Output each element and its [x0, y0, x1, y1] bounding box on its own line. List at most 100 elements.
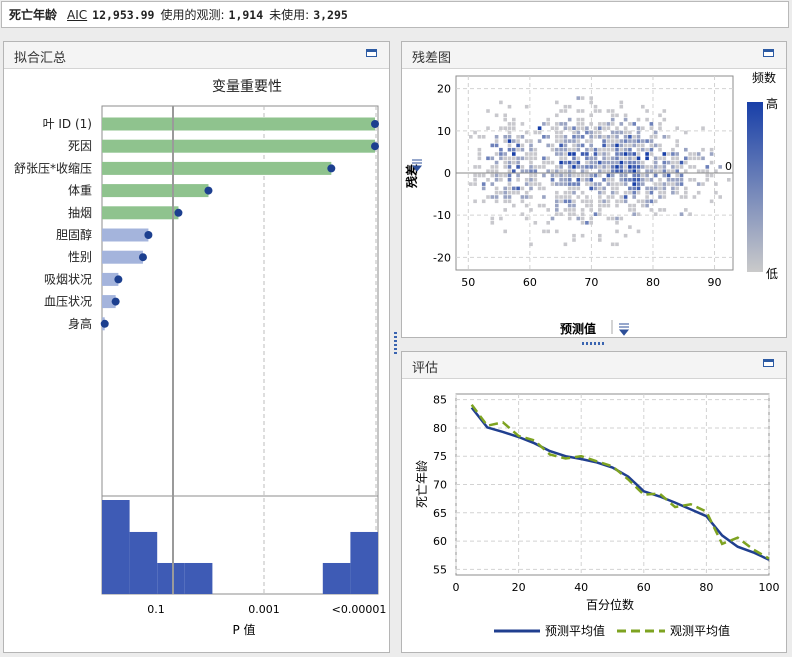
residual-bin	[606, 152, 611, 156]
residual-bin	[576, 160, 581, 165]
legend-low: 低	[766, 267, 778, 281]
residual-bin	[520, 169, 525, 173]
residual-bin	[615, 199, 619, 204]
importance-bar	[102, 117, 375, 131]
residual-bin	[512, 152, 516, 156]
residual-bin	[718, 195, 722, 199]
residual-bin	[572, 182, 576, 186]
residual-bin	[567, 152, 572, 156]
residual-bin	[559, 178, 563, 182]
residual-bin	[671, 190, 675, 195]
importance-bar	[102, 228, 149, 242]
residual-bin	[653, 173, 658, 178]
residual-bin	[572, 190, 576, 195]
residual-bin	[619, 100, 624, 105]
residual-bin	[615, 135, 619, 139]
residual-bin	[494, 143, 499, 148]
residual-bin	[598, 208, 602, 212]
residual-bin	[567, 178, 572, 182]
residual-bin	[632, 160, 636, 165]
residual-bin	[602, 143, 606, 148]
residual-bin	[486, 109, 490, 113]
residual-bin	[533, 173, 538, 178]
residual-bin	[598, 135, 602, 139]
assessment-title: 评估	[412, 361, 439, 376]
importance-bar	[102, 295, 116, 309]
vertical-splitter-handle[interactable]	[394, 332, 397, 354]
maximize-icon[interactable]	[763, 359, 774, 367]
residual-bin	[619, 216, 624, 221]
residual-bin	[688, 178, 692, 182]
residual-bin	[701, 169, 705, 173]
residual-bin	[516, 165, 520, 169]
residual-bin	[606, 169, 611, 173]
residual-bin	[636, 182, 641, 186]
residual-bin	[684, 186, 688, 191]
residual-bin	[636, 199, 641, 204]
fit-summary-header: 拟合汇总	[4, 42, 389, 69]
residual-bin	[494, 152, 499, 156]
residual-bin	[503, 135, 507, 139]
residual-bin	[524, 203, 529, 208]
residual-bin	[529, 173, 533, 178]
x-axis-menu-icon[interactable]	[618, 323, 630, 336]
residual-bin	[512, 186, 516, 191]
residual-bin	[529, 165, 533, 169]
residual-bin	[666, 169, 671, 173]
residual-bin	[542, 160, 546, 165]
residual-bin	[615, 242, 619, 247]
residual-bin	[481, 186, 486, 191]
horizontal-splitter-handle[interactable]	[582, 342, 604, 345]
residual-bin	[559, 122, 563, 126]
residual-bin	[705, 169, 710, 173]
residual-bin	[473, 165, 477, 169]
residual-bin	[576, 216, 581, 221]
residual-bin	[684, 147, 688, 152]
residual-bin	[662, 165, 667, 169]
aic-link[interactable]: AIC	[67, 7, 88, 22]
residual-bin	[619, 160, 624, 165]
residual-bin	[589, 96, 593, 100]
residual-bin	[559, 212, 563, 216]
residual-bin	[727, 178, 731, 182]
residual-bin	[606, 122, 611, 126]
residual-bin	[615, 130, 619, 135]
residual-bin	[589, 130, 593, 135]
y-axis-menu-icon[interactable]	[411, 159, 423, 172]
residual-bin	[653, 165, 658, 169]
y-tick-label: 20	[437, 83, 451, 96]
residual-bin	[537, 186, 542, 191]
residual-bin	[679, 173, 684, 178]
maximize-icon[interactable]	[763, 49, 774, 57]
residual-bin	[675, 178, 679, 182]
residual-bin	[585, 152, 589, 156]
residual-bin	[619, 169, 624, 173]
importance-marker	[174, 208, 183, 217]
residual-bin	[507, 122, 512, 126]
residual-bin	[602, 152, 606, 156]
residual-bin	[610, 173, 615, 178]
residual-bin	[623, 178, 628, 182]
residual-bin	[615, 152, 619, 156]
residual-bin	[649, 186, 654, 191]
residual-bin	[576, 165, 581, 169]
residual-bin	[628, 165, 632, 169]
residual-bin	[585, 147, 589, 152]
residual-bin	[563, 139, 568, 143]
residual-bin	[641, 160, 645, 165]
assessment-panel: 评估 0 20 40 60 80 100 85 80 75 70 65 60 55 死亡年龄 百分位数 …	[401, 351, 787, 653]
residual-bin	[585, 195, 589, 199]
residual-bin	[537, 139, 542, 143]
residual-bin	[653, 186, 658, 191]
residual-bin	[499, 216, 503, 221]
residual-bin	[494, 186, 499, 191]
maximize-icon[interactable]	[366, 49, 377, 57]
residual-bin	[546, 143, 550, 148]
residual-bin	[494, 165, 499, 169]
residual-bin	[516, 156, 520, 161]
residual-bin	[623, 135, 628, 139]
residual-bin	[619, 165, 624, 169]
residual-bin	[576, 173, 581, 178]
residual-bin	[598, 165, 602, 169]
residual-bin	[555, 113, 559, 118]
